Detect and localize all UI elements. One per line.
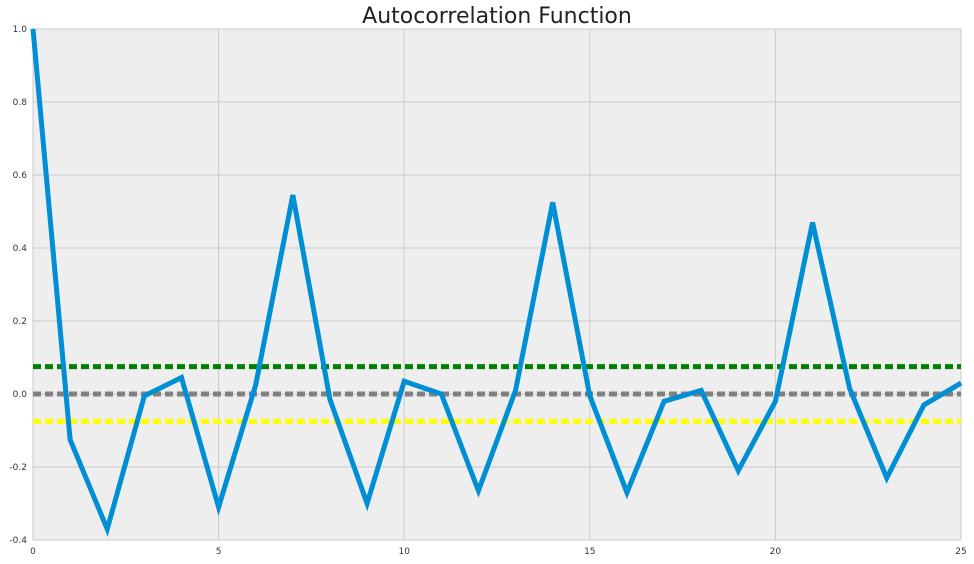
- acf-point: [923, 404, 925, 406]
- y-tick-label: 0.8: [13, 98, 28, 108]
- acf-point: [626, 492, 628, 494]
- x-tick-label: 0: [30, 547, 36, 557]
- acf-point: [812, 221, 814, 223]
- acf-point: [69, 439, 71, 441]
- acf-point: [366, 503, 368, 504]
- acf-point: [589, 395, 591, 397]
- y-tick-label: 1.0: [13, 25, 28, 35]
- acf-point: [737, 470, 739, 472]
- x-tick-label: 20: [770, 547, 782, 557]
- plot-area: [33, 29, 961, 540]
- x-tick-label: 15: [584, 547, 595, 557]
- acf-point: [440, 393, 442, 395]
- acf-point: [218, 506, 220, 508]
- y-tick-label: 0.0: [13, 390, 28, 400]
- x-tick-label: 25: [955, 547, 966, 557]
- chart-title: Autocorrelation Function: [362, 4, 632, 29]
- reference-lines: [33, 364, 961, 424]
- grid-lines: [32, 28, 962, 541]
- acf-point: [292, 194, 294, 196]
- acf-point: [106, 528, 108, 530]
- x-tick-label: 10: [398, 547, 410, 557]
- acf-point: [886, 477, 888, 479]
- acf-point: [663, 400, 665, 402]
- acf-point: [552, 201, 554, 203]
- acf-point: [143, 395, 145, 397]
- acf-series-line: [30, 28, 963, 537]
- series-layer: [30, 28, 963, 537]
- acf-point: [32, 28, 34, 30]
- acf-point: [329, 398, 331, 400]
- acf-point: [255, 384, 257, 386]
- y-tick-label: 0.6: [13, 171, 28, 181]
- acf-point: [700, 389, 702, 391]
- acf-point: [477, 490, 479, 492]
- y-tick-label: 0.4: [13, 244, 28, 254]
- acf-point: [774, 400, 776, 402]
- y-tick-label: 0.2: [13, 317, 27, 327]
- acf-point: [515, 389, 517, 391]
- tick-labels: 0 5 10 15 20 25 -0.4 -0.2 0.0 0.2 0.4 0.6 0.8 1.0: [9, 25, 966, 557]
- x-tick-label: 5: [216, 547, 222, 557]
- y-tick-label: -0.4: [9, 536, 27, 546]
- y-tick-label: -0.2: [9, 463, 27, 473]
- acf-point: [960, 382, 962, 384]
- acf-point: [180, 377, 182, 379]
- acf-point: [403, 380, 405, 382]
- acf-point: [849, 388, 851, 390]
